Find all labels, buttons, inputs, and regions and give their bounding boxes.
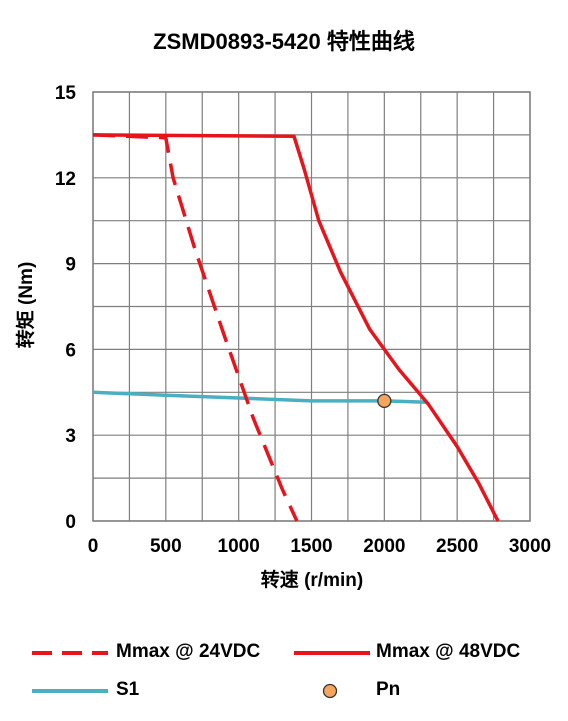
x-axis-label: 转速 (r/min) [261, 568, 363, 591]
x-tick-label: 2500 [436, 536, 478, 557]
x-tick-label: 1500 [290, 536, 332, 557]
y-tick-label: 6 [65, 340, 76, 361]
legend-label: Mmax @ 48VDC [376, 641, 521, 662]
y-axis-label: 转矩 (Nm) [14, 262, 37, 349]
legend-label: Pn [376, 679, 401, 700]
y-tick-label: 15 [55, 83, 77, 104]
legend-label: Mmax @ 24VDC [116, 641, 261, 662]
legend-label: S1 [116, 679, 140, 700]
x-tick-label: 3000 [509, 536, 551, 557]
legend-marker-pn [322, 683, 338, 699]
y-tick-label: 0 [65, 512, 76, 533]
chart-title: ZSMD0893-5420 特性曲线 [153, 29, 415, 54]
x-tick-label: 2000 [363, 536, 405, 557]
legend [32, 651, 370, 699]
y-tick-label: 3 [65, 426, 76, 447]
y-tick-label: 9 [65, 255, 76, 276]
x-tick-label: 1000 [218, 536, 260, 557]
x-tick-label: 500 [150, 536, 182, 557]
tick-labels: 0 500 1000 1500 2000 2500 3000 0 3 6 9 12 15 [55, 83, 551, 557]
y-tick-label: 12 [55, 169, 76, 190]
x-tick-label: 0 [88, 536, 99, 557]
series-layer [92, 133, 500, 522]
series-line-2 [92, 390, 429, 405]
series-pn-point [377, 393, 392, 409]
grid [92, 91, 531, 522]
series-line-1 [92, 133, 500, 522]
series-line-0 [92, 133, 299, 522]
